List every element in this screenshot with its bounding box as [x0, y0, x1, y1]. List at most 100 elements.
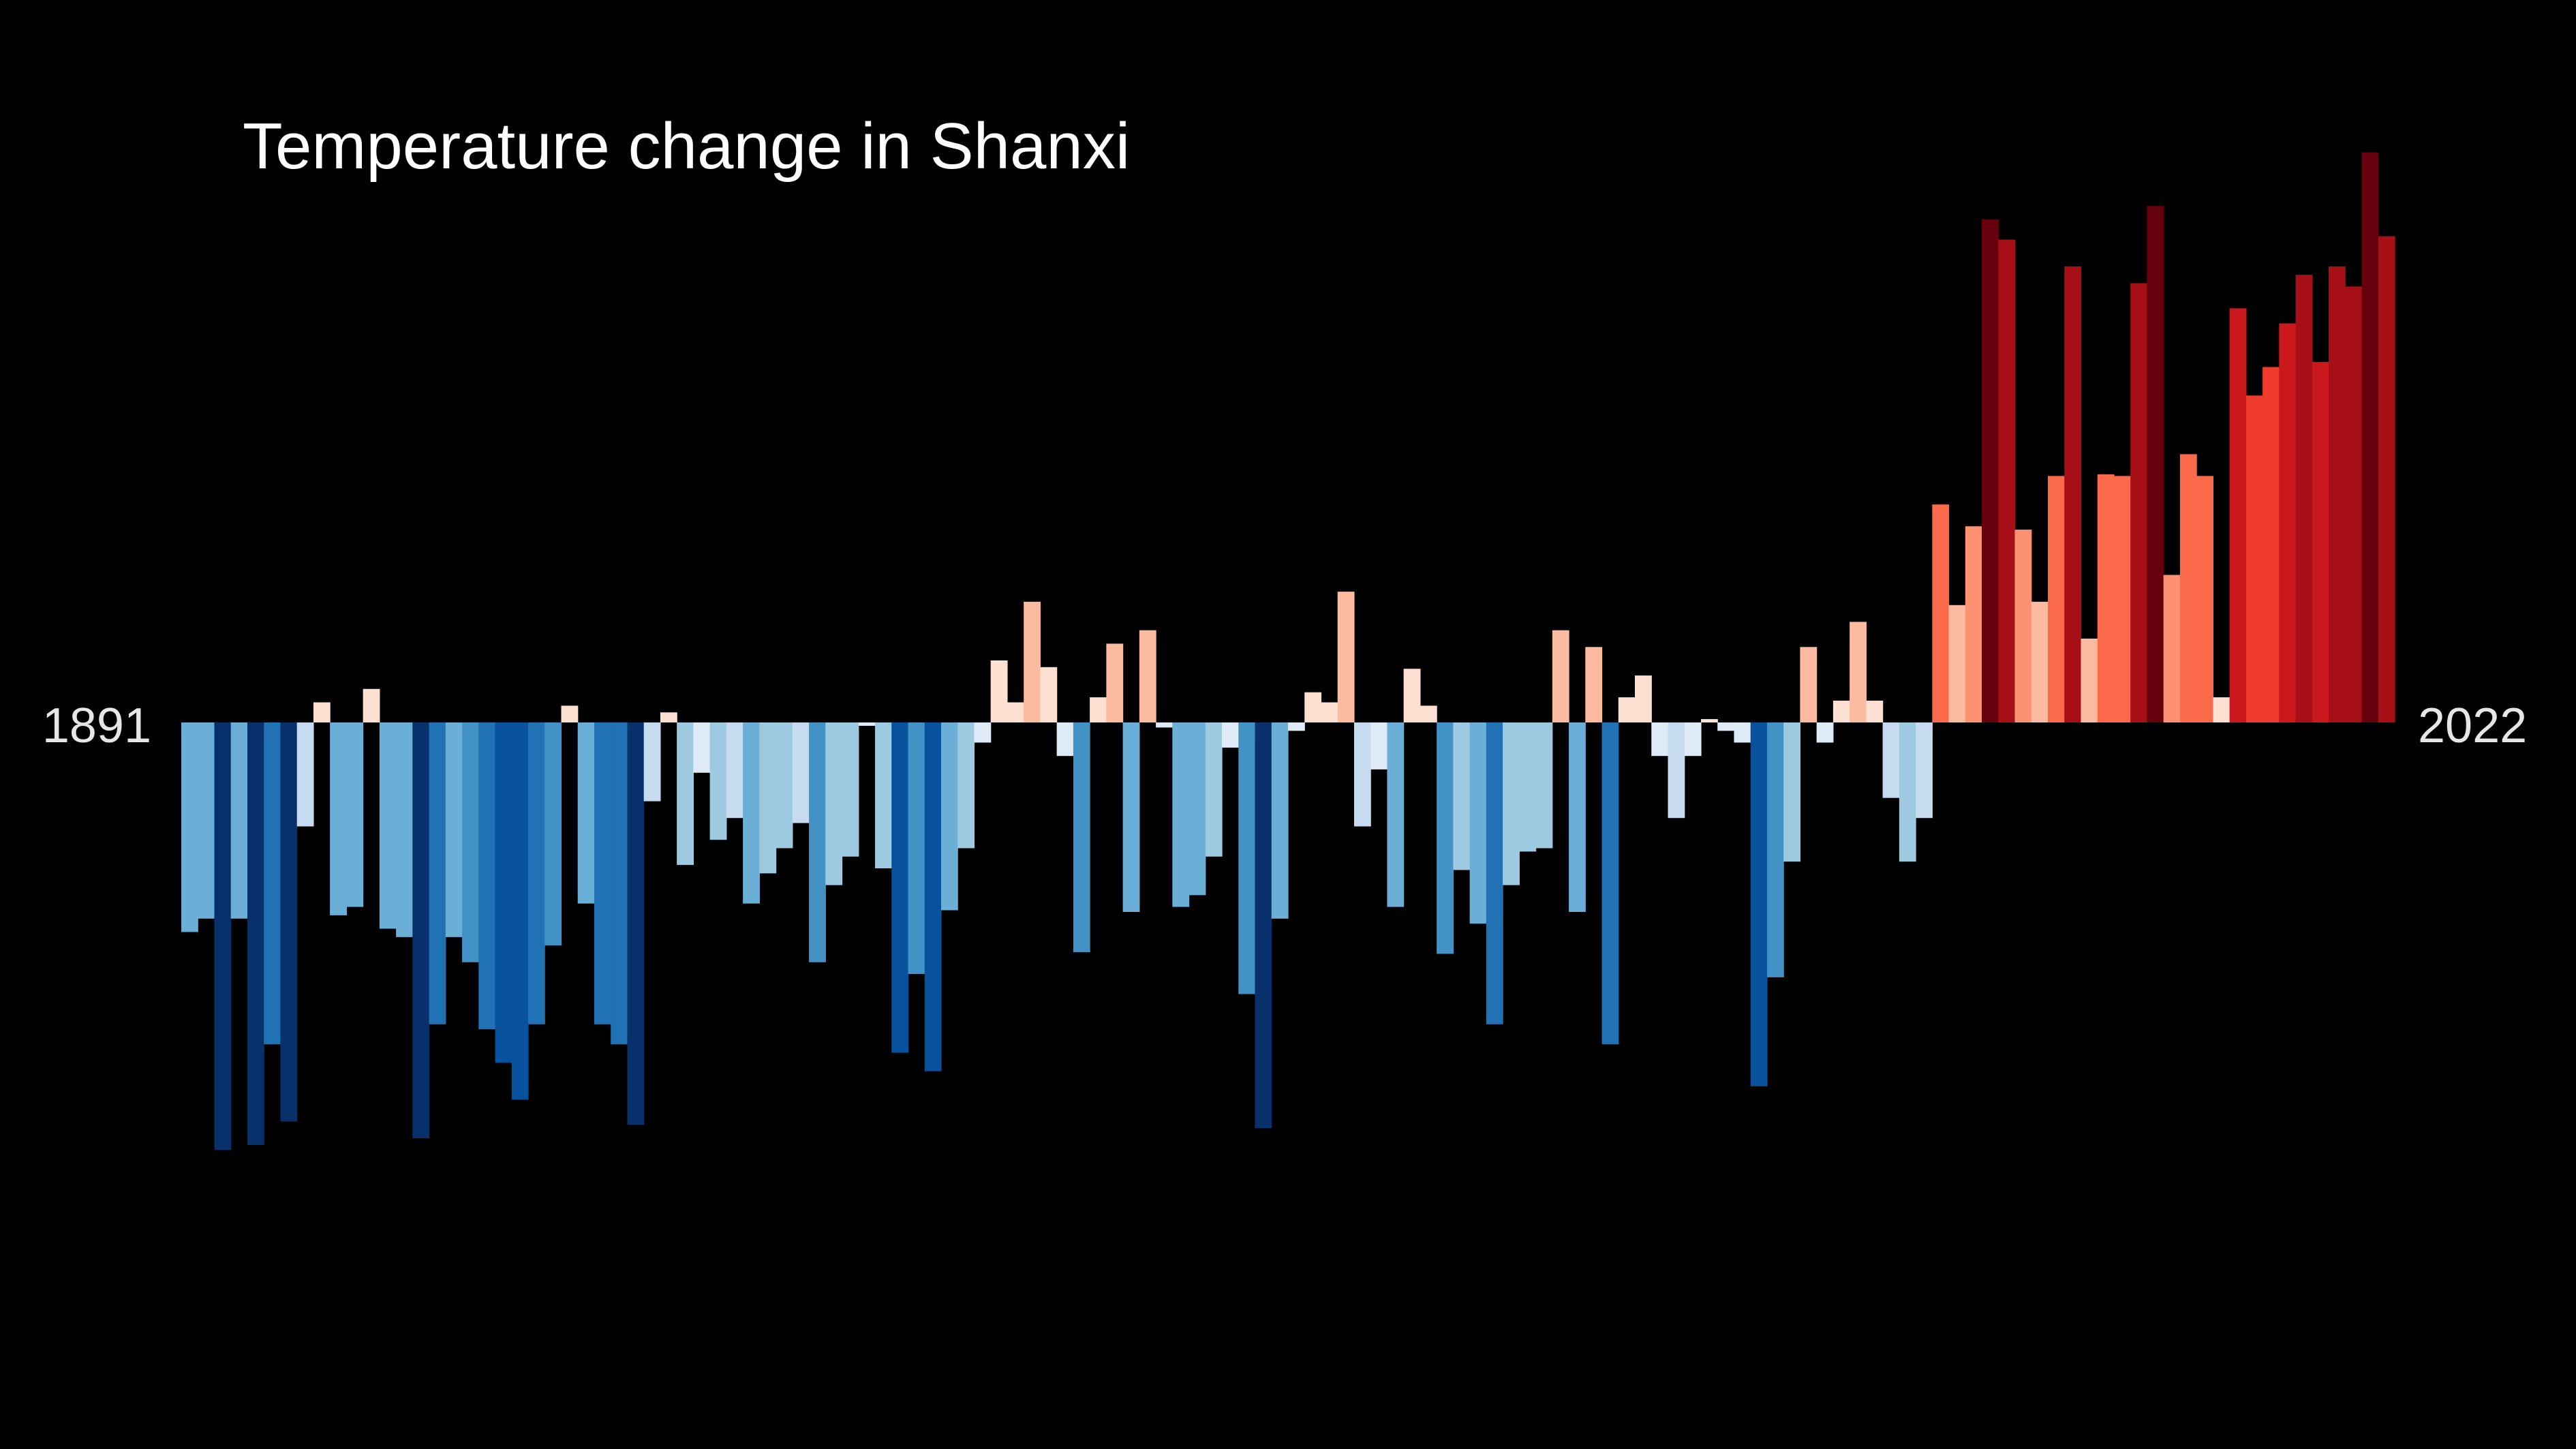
bar-1929: [809, 722, 826, 962]
bar-1988: [1783, 722, 1800, 862]
bar-2023: [2361, 152, 2379, 723]
bar-2010: [2147, 206, 2164, 722]
bar-1996: [1916, 722, 1933, 819]
bar-1968: [1453, 722, 1471, 870]
bar-1990: [1816, 722, 1834, 743]
bar-1944: [1056, 722, 1074, 757]
bar-1913: [545, 722, 562, 946]
bar-1993: [1866, 701, 1884, 722]
bar-1986: [1750, 722, 1768, 1086]
bar-1965: [1403, 669, 1421, 722]
bar-1946: [1090, 697, 1107, 722]
bar-1984: [1717, 722, 1735, 731]
bar-1925: [743, 722, 760, 904]
bar-2012: [2179, 454, 2197, 722]
bar-1971: [1503, 722, 1520, 885]
bar-1912: [528, 722, 545, 1024]
bar-2009: [2130, 283, 2148, 723]
bar-1973: [1535, 722, 1553, 849]
bar-1951: [1172, 722, 1190, 907]
bar-1967: [1437, 722, 1454, 954]
bar-1918: [627, 722, 645, 1125]
bar-2021: [2329, 266, 2346, 722]
bar-1963: [1370, 722, 1388, 769]
bar-1906: [429, 722, 446, 1024]
bar-1919: [643, 722, 661, 802]
bar-1916: [594, 722, 611, 1024]
bar-2007: [2097, 474, 2115, 722]
bar-1893: [214, 722, 232, 1150]
start-year-label: 1891: [42, 699, 151, 753]
bar-1942: [1024, 601, 1041, 722]
bar-1976: [1585, 647, 1603, 722]
bar-1964: [1387, 722, 1405, 907]
bar-1911: [511, 722, 529, 1100]
bar-2019: [2295, 275, 2313, 722]
bar-1961: [1337, 592, 1355, 722]
bar-1954: [1222, 722, 1239, 748]
bar-1975: [1569, 722, 1586, 912]
bar-1899: [313, 702, 331, 722]
bar-1908: [462, 722, 479, 962]
bar-1958: [1288, 722, 1305, 731]
bar-1960: [1321, 702, 1338, 722]
bar-2016: [2245, 395, 2263, 722]
bar-1953: [1205, 722, 1223, 857]
bar-2014: [2213, 697, 2230, 722]
bar-2000: [1982, 219, 1999, 722]
bar-series: [181, 152, 2395, 1150]
bar-1892: [198, 722, 215, 919]
bar-1894: [230, 722, 248, 919]
bar-1981: [1668, 722, 1685, 819]
bar-2001: [1998, 239, 2016, 722]
bar-1940: [990, 660, 1008, 722]
bar-1932: [858, 722, 876, 726]
bar-1922: [693, 722, 711, 773]
bar-1915: [577, 722, 595, 904]
bar-2022: [2345, 286, 2363, 722]
bar-1896: [264, 722, 281, 1045]
bar-1972: [1519, 722, 1537, 852]
bar-1923: [709, 722, 727, 840]
bar-1977: [1601, 722, 1619, 1045]
bar-1910: [495, 722, 512, 1063]
bar-1992: [1850, 622, 1867, 722]
bar-1983: [1700, 719, 1718, 722]
bar-2020: [2312, 362, 2329, 722]
bar-2008: [2113, 476, 2131, 722]
bar-1950: [1156, 722, 1173, 728]
bar-1989: [1800, 647, 1818, 722]
bar-1921: [677, 722, 694, 866]
bar-1926: [759, 722, 777, 874]
bar-1903: [379, 722, 397, 929]
bar-1897: [280, 722, 298, 1122]
bar-1995: [1899, 722, 1916, 862]
bar-1970: [1486, 722, 1503, 1024]
bar-1945: [1073, 722, 1090, 953]
bar-1969: [1469, 722, 1487, 924]
bar-2013: [2196, 476, 2213, 722]
bar-2005: [2064, 266, 2082, 722]
bar-1974: [1552, 630, 1569, 722]
bar-1997: [1932, 504, 1950, 722]
bar-1898: [296, 722, 314, 827]
bar-1895: [247, 722, 264, 1145]
bar-1934: [891, 722, 909, 1053]
bar-1979: [1635, 675, 1652, 722]
bar-1938: [957, 722, 975, 849]
bar-1900: [330, 722, 347, 915]
bar-1982: [1684, 722, 1702, 757]
bar-1937: [940, 722, 958, 911]
bar-1999: [1965, 526, 1982, 722]
bar-1936: [924, 722, 942, 1071]
bar-1931: [842, 722, 859, 857]
bar-2002: [2014, 530, 2032, 722]
bar-1928: [792, 722, 810, 823]
bar-1907: [445, 722, 463, 937]
bar-1941: [1007, 702, 1024, 722]
bar-1987: [1766, 722, 1784, 977]
bar-2018: [2279, 323, 2297, 722]
bar-1902: [363, 688, 380, 722]
bar-1905: [412, 722, 430, 1139]
bar-1948: [1122, 722, 1140, 912]
